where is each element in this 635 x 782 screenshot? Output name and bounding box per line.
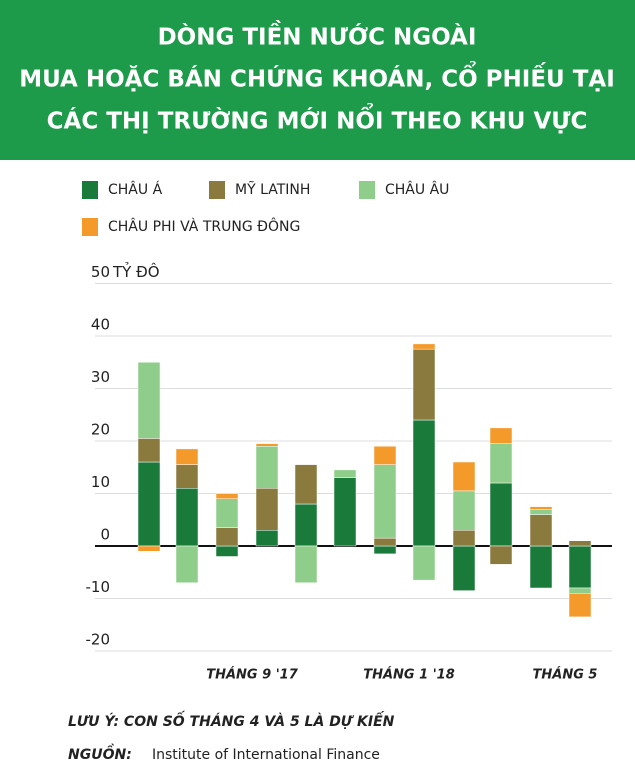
- bar-segment: [215, 527, 239, 547]
- bar-segment: [489, 443, 513, 484]
- chart-title: DÒNG TIỀN NƯỚC NGOÀI: [158, 20, 477, 51]
- bar-segment: [529, 514, 553, 547]
- legend-label: CHÂU Á: [108, 180, 163, 198]
- header-band: [0, 0, 635, 160]
- legend-label: CHÂU PHI VÀ TRUNG ĐÔNG: [108, 217, 300, 235]
- bar-segment: [137, 545, 161, 552]
- bar-segment: [373, 537, 397, 547]
- bar-segment: [568, 587, 592, 594]
- bar-segment: [255, 446, 279, 489]
- bar-segment: [215, 498, 239, 528]
- bar-segment: [412, 343, 436, 350]
- bar-segment: [529, 506, 553, 510]
- bar-segment: [333, 477, 357, 547]
- bar-segment: [452, 490, 476, 531]
- bar-segment: [175, 464, 199, 489]
- x-tick-label: THÁNG 1 '18: [363, 667, 455, 683]
- chart-title: CÁC THỊ TRƯỜNG MỚI NỔI THEO KHU VỰC: [47, 103, 588, 135]
- y-tick-label: 40: [91, 316, 110, 334]
- bar-segment: [255, 488, 279, 531]
- bar-segment: [215, 545, 239, 557]
- bar-segment: [333, 469, 357, 478]
- legend-label: MỸ LATINH: [235, 181, 310, 198]
- y-tick-label: 50: [91, 263, 110, 281]
- bar-segment: [373, 545, 397, 555]
- y-tick-label: 30: [91, 368, 110, 386]
- bar-segment: [412, 348, 436, 421]
- bar-segment: [137, 438, 161, 463]
- legend-swatch: [209, 181, 225, 199]
- bar-segment: [568, 593, 592, 618]
- note: LƯU Ý: CON SỐ THÁNG 4 VÀ 5 LÀ DỰ KIẾN: [68, 710, 395, 730]
- legend-label: CHÂU ÂU: [385, 180, 449, 198]
- bar-segment: [373, 446, 397, 465]
- y-tick-label: 10: [91, 473, 110, 491]
- bar-segment: [294, 503, 318, 547]
- y-tick-label: 0: [100, 526, 110, 544]
- bar-segment: [294, 464, 318, 505]
- bar-segment: [373, 464, 397, 539]
- y-tick-label: -10: [86, 578, 111, 596]
- bar-segment: [452, 530, 476, 547]
- bar-segment: [137, 461, 161, 547]
- bar-segment: [489, 482, 513, 547]
- x-tick-label: THÁNG 5: [533, 667, 598, 683]
- bar-segment: [452, 461, 476, 492]
- y-tick-label: 20: [91, 421, 110, 439]
- bar-segment: [255, 530, 279, 547]
- bar-segment: [412, 419, 436, 547]
- bar-segment: [529, 509, 553, 515]
- bar-segment: [489, 545, 513, 565]
- bar-segment: [175, 545, 199, 583]
- legend-swatch: [82, 181, 98, 199]
- source-label: NGUỒN:: [68, 744, 132, 763]
- bar-segment: [452, 545, 476, 591]
- bar-segment: [568, 545, 592, 589]
- bar-segment: [137, 362, 161, 439]
- bar-segment: [412, 545, 436, 581]
- x-tick-label: THÁNG 9 '17: [206, 667, 298, 683]
- bar-segment: [529, 545, 553, 589]
- legend-swatch: [359, 181, 375, 199]
- bar-segment: [175, 448, 199, 465]
- bar-segment: [175, 488, 199, 547]
- source: Institute of International Finance: [152, 747, 380, 763]
- y-unit: TỶ ĐÔ: [112, 261, 160, 281]
- bar-segment: [294, 545, 318, 583]
- bar-segment: [568, 540, 592, 547]
- bar-segment: [489, 427, 513, 444]
- chart-title: MUA HOẶC BÁN CHỨNG KHOÁN, CỔ PHIẾU TẠI: [19, 61, 615, 93]
- bar-segment: [255, 443, 279, 447]
- bar-segment: [215, 493, 239, 499]
- legend-swatch: [82, 218, 98, 236]
- y-tick-label: -20: [86, 631, 111, 649]
